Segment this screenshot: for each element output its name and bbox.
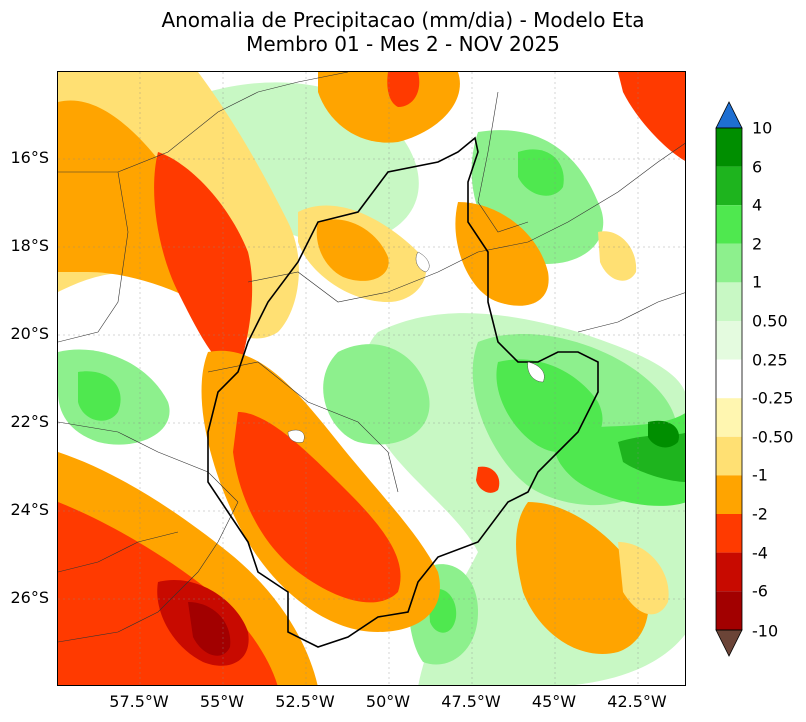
colorbar-label-6: 6 <box>752 157 763 177</box>
state-boundaries <box>58 72 685 643</box>
colorbar-label-0-25: 0.25 <box>752 350 788 370</box>
neg-field-ne-corner <box>618 72 685 161</box>
lon-label-55w: 55°W <box>199 692 245 711</box>
colorbar-swatch-m2-m4 <box>716 514 742 553</box>
colorbar-label-m10: -10 <box>752 621 779 641</box>
neg-field-se-red-spot <box>476 466 500 493</box>
colorbar-label-m2: -2 <box>752 504 768 524</box>
green-field-se-10mm <box>648 420 679 448</box>
lon-label-52-5w: 52.5°W <box>275 692 335 711</box>
neg-field-west-red <box>154 152 253 372</box>
colorbar <box>715 101 743 657</box>
colorbar-label-1: 1 <box>752 272 763 292</box>
colorbar-label-m1: -1 <box>752 465 768 485</box>
neg-field-north-red <box>387 72 420 107</box>
colorbar-swatch-2-1 <box>716 243 742 283</box>
map-canvas <box>58 72 685 685</box>
lon-label-50w: 50°W <box>365 692 411 711</box>
colorbar-swatch-m6-m10 <box>716 591 742 630</box>
lat-label-16s: 16°S <box>10 148 49 167</box>
basin-outline <box>207 136 599 648</box>
lat-label-24s: 24°S <box>10 500 49 519</box>
lon-label-42-5w: 42.5°W <box>607 692 667 711</box>
colorbar-extend-bottom <box>715 629 743 657</box>
neg-field-se-orange <box>516 502 649 654</box>
lon-label-57-5w: 57.5°W <box>109 692 169 711</box>
colorbar-swatch-m025-m050 <box>716 398 742 437</box>
neg-field-south-central-red <box>233 412 401 603</box>
chart-title-line2: Membro 01 - Mes 2 - NOV 2025 <box>246 32 560 56</box>
precipitation-anomaly-map <box>57 71 686 686</box>
neg-field-center-orange-core <box>316 219 389 281</box>
colorbar-swatch-1-050 <box>716 282 742 321</box>
colorbar-label-m0-50: -0.50 <box>752 427 794 447</box>
colorbar-label-2: 2 <box>752 234 763 254</box>
lon-label-47-5w: 47.5°W <box>441 692 501 711</box>
green-field-center <box>323 344 430 445</box>
chart-title-line1: Anomalia de Precipitacao (mm/dia) - Mode… <box>161 8 645 32</box>
colorbar-swatch-10-6 <box>716 128 742 167</box>
neg-field-se-yellow <box>618 542 669 615</box>
colorbar-label-4: 4 <box>752 195 763 215</box>
colorbar-swatch-4-2 <box>716 205 742 244</box>
colorbar-swatch-m050-m1 <box>716 436 742 476</box>
colorbar-frame <box>715 127 743 631</box>
colorbar-swatch-m1-m2 <box>716 475 742 514</box>
negative-anomaly-fields <box>58 72 685 685</box>
neg-field-east-yellow <box>598 231 637 281</box>
colorbar-label-10: 10 <box>752 118 773 138</box>
neg-field-south-west-6mm <box>188 602 231 656</box>
lat-label-20s: 20°S <box>10 324 49 343</box>
neg-field-ne-orange <box>455 202 549 306</box>
water-bodies <box>287 251 545 443</box>
colorbar-extend-top <box>715 101 743 129</box>
colorbar-label-m6: -6 <box>752 581 768 601</box>
colorbar-swatch-6-4 <box>716 166 742 206</box>
colorbar-label-m0-25: -0.25 <box>752 388 794 408</box>
colorbar-label-m4: -4 <box>752 543 768 563</box>
colorbar-swatch-050-025 <box>716 321 742 360</box>
lon-label-45w: 45°W <box>531 692 577 711</box>
lat-label-26s: 26°S <box>10 588 49 607</box>
colorbar-swatch-m4-m6 <box>716 552 742 592</box>
green-field-north-4mm <box>518 149 564 196</box>
lat-label-22s: 22°S <box>10 412 49 431</box>
green-field-sw-core <box>78 371 121 421</box>
colorbar-swatch-neutral <box>716 359 742 399</box>
colorbar-label-0-50: 0.50 <box>752 311 788 331</box>
lat-label-18s: 18°S <box>10 236 49 255</box>
